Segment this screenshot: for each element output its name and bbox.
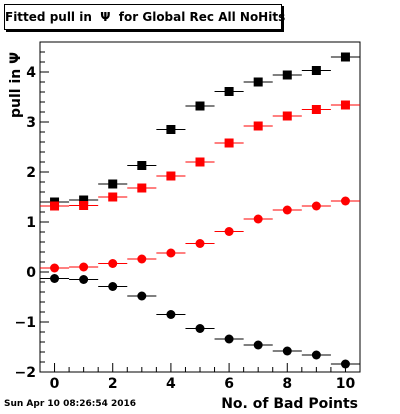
x-tick-label: 6: [224, 376, 234, 392]
data-point-square: [108, 192, 118, 202]
data-point-circle: [108, 259, 118, 268]
y-tick-label: −1: [15, 315, 36, 331]
y-tick-label: 1: [26, 215, 36, 231]
data-point-circle: [224, 227, 234, 236]
data-point-circle: [340, 359, 350, 369]
data-point-square: [166, 171, 176, 181]
data-point-square: [224, 138, 234, 148]
data-point-square: [311, 66, 321, 75]
data-point-circle: [311, 350, 321, 360]
y-axis-label: pull in Ψ: [8, 52, 24, 118]
x-tick-label: 4: [166, 376, 176, 392]
data-point-circle: [340, 196, 350, 206]
data-point-square: [282, 111, 292, 121]
data-point-square: [108, 179, 118, 189]
data-point-circle: [108, 282, 118, 291]
data-point-square: [224, 87, 234, 96]
data-point-square: [340, 52, 350, 62]
data-point-square: [340, 100, 350, 110]
y-tick-label: 4: [26, 65, 36, 81]
data-point-circle: [195, 239, 205, 248]
data-point-circle: [311, 201, 321, 211]
data-point-square: [137, 183, 147, 193]
x-tick-label: 0: [50, 376, 60, 392]
data-point-circle: [195, 324, 205, 333]
y-tick-label: 3: [26, 115, 36, 131]
data-point-square: [79, 195, 89, 205]
data-point-square: [50, 201, 60, 211]
x-axis-label: No. of Bad Points: [221, 396, 358, 412]
data-point-circle: [50, 274, 60, 283]
data-point-square: [253, 121, 263, 131]
timestamp-footer: Sun Apr 10 08:26:54 2016: [4, 399, 137, 409]
y-tick-label: 0: [26, 265, 36, 281]
data-point-circle: [137, 254, 147, 264]
data-point-circle: [166, 310, 176, 319]
data-point-circle: [253, 214, 263, 224]
data-point-circle: [253, 340, 263, 350]
data-marks: [40, 52, 360, 369]
data-point-circle: [282, 346, 292, 356]
y-tick-label: −2: [15, 365, 36, 381]
data-point-square: [282, 70, 292, 80]
data-point-circle: [79, 262, 89, 272]
data-point-circle: [137, 291, 147, 301]
data-point-square: [195, 101, 205, 111]
data-point-square: [195, 157, 205, 167]
data-point-circle: [166, 248, 176, 258]
data-point-square: [137, 161, 147, 170]
x-tick-label: 8: [282, 376, 292, 392]
data-point-circle: [282, 205, 292, 215]
x-tick-label: 2: [108, 376, 118, 392]
data-point-circle: [50, 263, 60, 273]
x-tick-label: 10: [336, 376, 356, 392]
data-point-square: [166, 125, 176, 134]
y-axis-label-wrap: pull in Ψ: [8, 52, 26, 128]
data-point-square: [311, 105, 321, 114]
chart-title: Fitted pull in Ψ for Global Rec All NoHi…: [5, 10, 286, 24]
data-point-circle: [79, 275, 89, 284]
data-point-square: [79, 201, 89, 210]
chart-title-box: Fitted pull in Ψ for Global Rec All NoHi…: [4, 4, 286, 30]
y-tick-label: 2: [26, 165, 36, 181]
data-point-square: [253, 77, 263, 87]
data-point-circle: [224, 334, 234, 344]
y-axis-ticks: −2 −1 0 1 2 3 4: [15, 51, 49, 381]
x-axis-ticks: 0 2 4 6 8 10: [50, 363, 356, 392]
